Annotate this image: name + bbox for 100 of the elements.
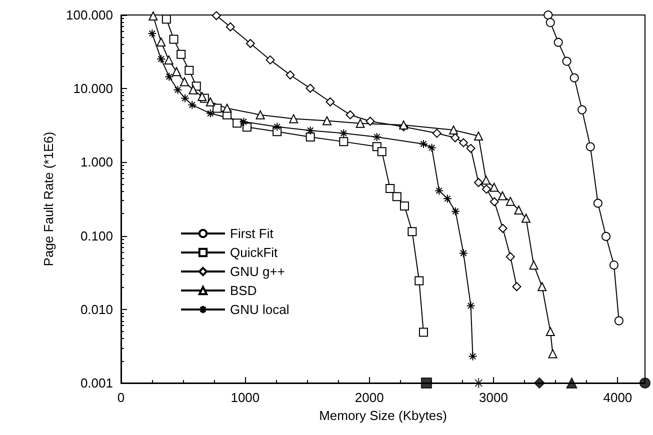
legend-label: GNU g++ — [230, 264, 285, 279]
point — [451, 206, 460, 216]
point — [418, 139, 428, 148]
point — [570, 73, 579, 82]
point — [420, 378, 432, 388]
point — [546, 18, 555, 28]
point — [546, 327, 555, 336]
point — [506, 196, 515, 206]
point — [184, 66, 194, 75]
point — [169, 34, 178, 44]
point — [414, 276, 424, 286]
point — [482, 176, 491, 185]
point — [640, 378, 650, 388]
point — [522, 214, 531, 223]
point — [544, 10, 553, 20]
point — [176, 50, 186, 59]
legend-label: QuickFit — [230, 245, 278, 260]
point — [609, 260, 618, 270]
point — [434, 186, 444, 196]
y-tick-label: 10.000 — [73, 81, 113, 96]
point — [188, 85, 198, 94]
point — [346, 110, 355, 120]
point — [173, 85, 182, 94]
point — [377, 147, 386, 156]
point — [554, 38, 563, 47]
point — [242, 122, 252, 132]
point — [148, 29, 157, 38]
x-tick-label: 3000 — [479, 390, 508, 405]
point — [156, 54, 166, 64]
point — [148, 11, 158, 20]
point — [474, 131, 483, 140]
point — [466, 301, 476, 310]
x-axis-title: Memory Size (Kbytes) — [319, 408, 447, 423]
legend-label: BSD — [230, 283, 257, 298]
point — [593, 198, 602, 208]
point — [256, 110, 265, 120]
point — [490, 197, 499, 206]
point — [586, 142, 595, 152]
point — [466, 144, 476, 153]
x-tick-label: 0 — [117, 390, 125, 405]
point — [339, 137, 348, 146]
y-tick-label: 1.000 — [80, 154, 113, 170]
point — [212, 104, 222, 113]
point — [272, 122, 282, 132]
point — [482, 184, 491, 194]
point — [498, 224, 508, 233]
point — [498, 191, 507, 200]
point — [538, 282, 547, 292]
point — [212, 11, 221, 20]
y-axis-title: Page Fault Rate (*1E6) — [41, 132, 56, 266]
point — [392, 192, 402, 202]
point — [222, 104, 232, 113]
point — [172, 67, 182, 76]
point — [566, 378, 578, 388]
point — [614, 316, 624, 326]
legend-label: First Fit — [230, 226, 274, 241]
point — [246, 39, 255, 48]
point — [156, 37, 166, 46]
point — [548, 349, 558, 358]
point — [306, 84, 315, 93]
point — [490, 182, 499, 192]
point — [306, 132, 315, 142]
x-tick-label: 2000 — [354, 390, 384, 405]
point — [339, 128, 348, 138]
point — [164, 55, 174, 64]
point — [506, 252, 515, 262]
point — [458, 138, 468, 148]
point — [432, 128, 442, 138]
point — [206, 108, 215, 118]
point — [266, 55, 275, 64]
point — [226, 22, 235, 32]
legend-label: GNU local — [230, 302, 290, 317]
point — [372, 132, 382, 142]
point — [180, 77, 189, 86]
point — [578, 105, 587, 114]
point — [427, 143, 436, 152]
point — [180, 94, 190, 103]
point — [322, 116, 332, 126]
point — [162, 14, 171, 24]
point — [400, 202, 409, 211]
point — [408, 227, 417, 236]
point — [512, 282, 522, 292]
x-tick-label: 4000 — [603, 390, 632, 405]
point — [366, 116, 375, 126]
point — [289, 114, 298, 124]
point — [206, 97, 215, 106]
point — [529, 260, 538, 270]
point — [458, 248, 468, 258]
point — [418, 328, 428, 337]
point — [326, 97, 335, 106]
point — [232, 118, 242, 128]
point — [449, 125, 458, 134]
point — [386, 184, 395, 193]
point — [188, 100, 197, 110]
y-tick-label: 0.010 — [80, 302, 113, 317]
y-tick-label: 100.000 — [66, 8, 113, 22]
point — [602, 232, 611, 241]
point — [468, 352, 478, 361]
point — [239, 117, 248, 126]
point — [534, 378, 545, 388]
